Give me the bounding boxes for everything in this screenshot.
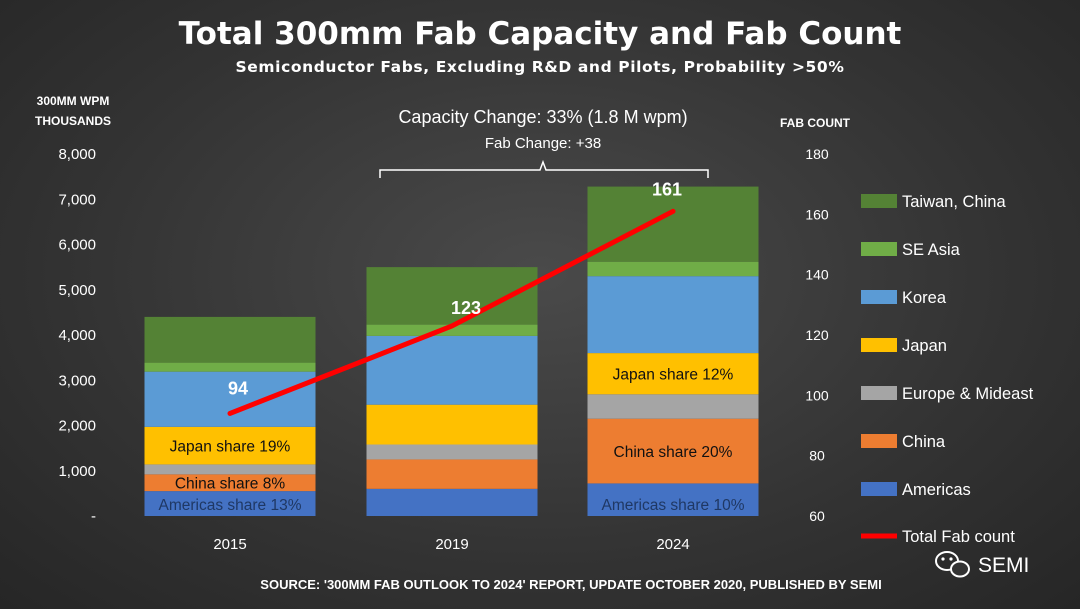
left-tick-label: 2,000 xyxy=(58,418,96,435)
share-annotation-china-2024: China share 20% xyxy=(614,444,733,461)
logo-text: SEMI xyxy=(978,554,1029,577)
legend-label-china: China xyxy=(902,433,946,451)
left-axis-ticks: - 1,000 2,000 3,000 4,000 5,000 6,000 7,000 8,00… xyxy=(58,146,96,525)
legend-swatch-se-asia xyxy=(861,242,897,256)
legend-swatch-americas xyxy=(861,482,897,496)
legend-label-americas: Americas xyxy=(902,481,971,499)
legend-label-europe-mideast: Europe & Mideast xyxy=(902,385,1034,403)
left-tick-label: 4,000 xyxy=(58,327,96,344)
legend-label-se-asia: SE Asia xyxy=(902,241,961,259)
bar-segment-taiwan-china-2015 xyxy=(144,316,316,363)
chart-subtitle: Semiconductor Fabs, Excluding R&D and Pi… xyxy=(236,58,845,76)
bar-segment-europe-mideast-2015 xyxy=(144,464,316,475)
left-tick-label: - xyxy=(91,508,96,525)
left-tick-label: 7,000 xyxy=(58,191,96,208)
legend-label-total-fab-count: Total Fab count xyxy=(902,528,1015,546)
bar-segment-china-2024 xyxy=(587,418,759,484)
right-axis-label: FAB COUNT xyxy=(780,116,851,130)
share-annotation-china-2015: China share 8% xyxy=(175,476,286,493)
fab-count-label-2019: 123 xyxy=(451,298,481,318)
bar-segment-americas-2024 xyxy=(587,483,759,516)
left-tick-label: 8,000 xyxy=(58,146,96,163)
legend-label-japan: Japan xyxy=(902,337,947,355)
legend-swatch-japan xyxy=(861,338,897,352)
fab-change-annotation: Fab Change: +38 xyxy=(485,135,601,152)
stacked-bars xyxy=(144,186,759,516)
share-annotation-japan-2015: Japan share 19% xyxy=(170,439,291,456)
bar-segment-se-asia-2024 xyxy=(587,261,759,277)
right-tick-label: 80 xyxy=(809,448,825,464)
left-tick-label: 1,000 xyxy=(58,463,96,480)
bar-segment-japan-2024 xyxy=(587,353,759,395)
x-tick-label-2015: 2015 xyxy=(213,536,246,553)
right-tick-label: 120 xyxy=(805,327,829,343)
fab-count-label-2015: 94 xyxy=(228,378,248,398)
left-axis-label-line1: 300MM WPM xyxy=(37,94,110,108)
legend-label-taiwan-china: Taiwan, China xyxy=(902,193,1006,211)
share-annotation-japan-2024: Japan share 12% xyxy=(613,367,734,384)
bar-segment-korea-2019 xyxy=(366,335,538,405)
chart-title: Total 300mm Fab Capacity and Fab Count xyxy=(179,16,902,52)
legend-swatch-europe-mideast xyxy=(861,386,897,400)
bar-segment-japan-2019 xyxy=(366,404,538,445)
legend: Taiwan, China SE Asia Korea Japan Europe & M… xyxy=(861,193,1034,546)
right-tick-label: 60 xyxy=(809,508,825,524)
semi-logo: SEMI xyxy=(935,551,1029,578)
fab-count-line xyxy=(227,208,676,416)
share-annotation-americas-2015: Americas share 13% xyxy=(158,497,301,514)
x-axis-labels: 2015 2019 2024 xyxy=(213,536,689,553)
bar-segment-china-2019 xyxy=(366,459,538,489)
legend-swatch-korea xyxy=(861,290,897,304)
left-tick-label: 6,000 xyxy=(58,237,96,254)
bar-segment-korea-2015 xyxy=(144,371,316,427)
left-axis-label-line2: THOUSANDS xyxy=(35,114,111,128)
bar-annotations: Americas share 13% China share 8% Japan sh… xyxy=(158,367,744,514)
right-tick-label: 140 xyxy=(805,267,829,283)
change-bracket xyxy=(379,159,709,178)
left-tick-label: 5,000 xyxy=(58,282,96,299)
bar-segment-se-asia-2019 xyxy=(366,324,538,336)
bar-segment-europe-mideast-2019 xyxy=(366,444,538,460)
legend-swatch-china xyxy=(861,434,897,448)
legend-label-korea: Korea xyxy=(902,289,947,307)
bar-segment-taiwan-china-2024 xyxy=(587,186,759,262)
bar-segment-japan-2015 xyxy=(144,426,316,465)
legend-swatch-taiwan-china xyxy=(861,194,897,208)
bar-segment-se-asia-2015 xyxy=(144,362,316,372)
right-tick-label: 180 xyxy=(805,146,829,162)
right-axis-ticks: 60 80 100 120 140 160 180 xyxy=(805,146,829,524)
right-tick-label: 100 xyxy=(805,387,829,403)
bar-segment-europe-mideast-2024 xyxy=(587,394,759,419)
bar-segment-china-2015 xyxy=(144,474,316,492)
bar-segment-americas-2019 xyxy=(366,488,538,516)
bar-segment-americas-2015 xyxy=(144,491,316,516)
right-tick-label: 160 xyxy=(805,206,829,222)
x-tick-label-2019: 2019 xyxy=(435,536,468,553)
capacity-change-annotation: Capacity Change: 33% (1.8 M wpm) xyxy=(398,107,687,127)
fab-count-line-layer: 94 123 161 xyxy=(227,179,682,416)
x-tick-label-2024: 2024 xyxy=(656,536,689,553)
fab-count-label-2024: 161 xyxy=(652,179,682,199)
bar-segment-korea-2024 xyxy=(587,276,759,354)
source-note: SOURCE: '300MM FAB OUTLOOK TO 2024' REPO… xyxy=(260,577,881,592)
share-annotation-americas-2024: Americas share 10% xyxy=(601,497,744,514)
left-tick-label: 3,000 xyxy=(58,372,96,389)
wechat-icon xyxy=(935,551,970,578)
